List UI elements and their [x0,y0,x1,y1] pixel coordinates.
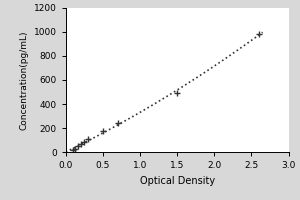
Y-axis label: Concentration(pg/mL): Concentration(pg/mL) [19,30,28,130]
X-axis label: Optical Density: Optical Density [140,176,215,186]
